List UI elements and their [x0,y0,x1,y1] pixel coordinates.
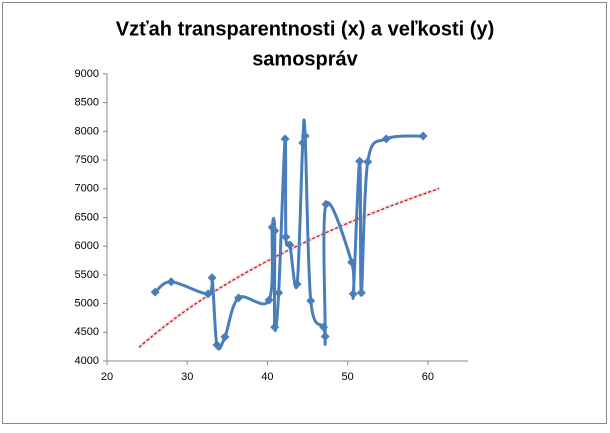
marker [348,289,358,299]
x-tick-label: 40 [261,371,273,383]
marker [166,277,176,287]
marker [203,289,213,299]
y-tick-label: 6500 [75,211,99,223]
y-tick-label: 8000 [75,125,99,137]
marker [320,331,330,341]
y-tick-label: 5000 [75,298,99,310]
marker [234,293,244,303]
marker [355,156,365,166]
marker [319,322,329,332]
marker [363,157,373,167]
y-tick-label: 8500 [75,97,99,109]
marker [264,295,274,305]
marker [281,232,291,242]
y-tick-label: 4500 [75,326,99,338]
marker [220,332,230,342]
marker [212,340,222,350]
marker [207,273,217,283]
y-tick-label: 6000 [75,240,99,252]
chart-title: Vzťah transparentnosti (x) a veľkosti (y… [116,18,495,40]
marker [381,134,391,144]
x-tick-label: 20 [101,371,113,383]
x-tick-label: 50 [342,371,354,383]
chart-border [2,2,607,424]
marker [298,138,308,148]
x-tick-label: 30 [181,371,193,383]
marker [300,131,310,141]
trendline-shadow [137,186,440,349]
y-tick-label: 5500 [75,269,99,281]
marker [356,288,366,298]
marker [347,257,357,267]
y-tick-label: 9000 [75,68,99,80]
marker [150,287,160,297]
x-tick-label: 60 [422,371,434,383]
marker [306,296,316,306]
marker [321,199,331,209]
marker [418,131,428,141]
marker [280,134,290,144]
y-tick-label: 4000 [75,355,99,367]
y-tick-label: 7000 [75,183,99,195]
marker [285,240,295,250]
marker [270,226,280,236]
marker [270,322,280,332]
marker [274,288,284,298]
y-tick-label: 7500 [75,154,99,166]
marker [292,279,302,289]
chart-title: samospráv [252,48,358,70]
